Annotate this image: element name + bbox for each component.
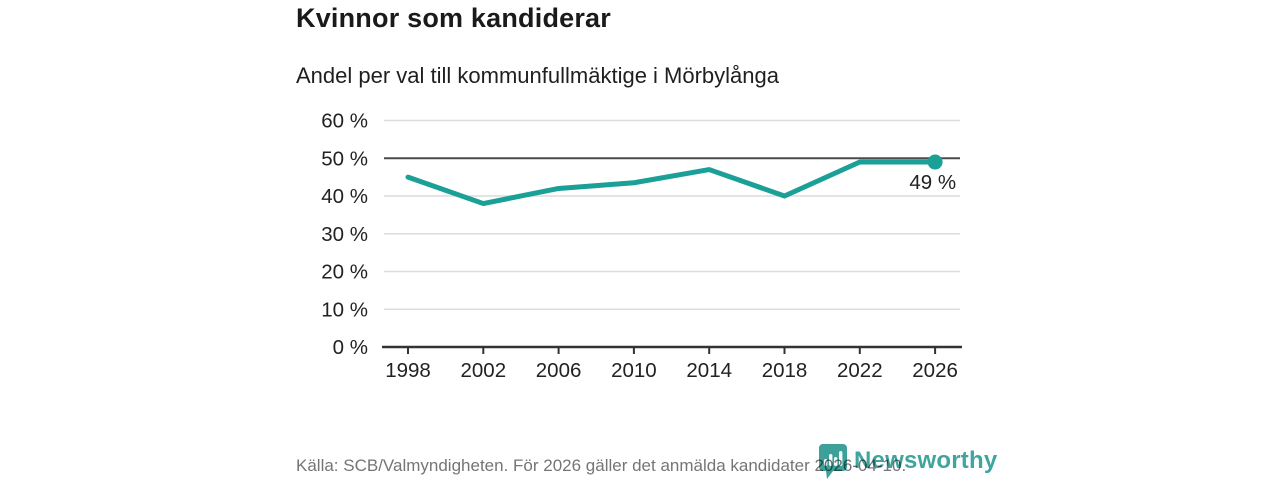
newsworthy-logo: Newsworthy [816, 442, 997, 479]
chart-title: Kvinnor som kandiderar [296, 3, 611, 33]
chart-subtitle: Andel per val till kommunfullmäktige i M… [296, 63, 779, 88]
y-axis-tick-label: 50 % [321, 147, 368, 170]
x-axis-tick-label: 2006 [536, 359, 582, 382]
newsworthy-bubble-chart-icon [819, 444, 847, 479]
x-axis-tick-label: 2022 [837, 359, 883, 382]
x-axis-tick-label: 1998 [385, 359, 431, 382]
last-value-label: 49 % [909, 171, 956, 194]
y-axis-tick-label: 30 % [321, 223, 368, 246]
y-axis-tick-label: 40 % [321, 185, 368, 208]
trend-line [405, 159, 938, 207]
y-axis-tick-label: 60 % [321, 110, 368, 133]
newsworthy-wordmark: Newsworthy [854, 446, 998, 474]
source-note: Källa: SCB/Valmyndigheten. För 2026 gäll… [296, 456, 907, 475]
x-axis-tick-label: 2026 [912, 359, 958, 382]
last-point-marker [927, 154, 943, 170]
x-axis-tick-label: 2002 [460, 359, 506, 382]
y-axis-tick-label: 0 % [333, 336, 368, 359]
y-axis-tick-label: 10 % [321, 298, 368, 321]
y-axis-tick-label: 20 % [321, 261, 368, 284]
x-axis-tick-label: 2018 [762, 359, 808, 382]
x-axis-tick-label: 2010 [611, 359, 657, 382]
x-axis-tick-label: 2014 [686, 359, 732, 382]
